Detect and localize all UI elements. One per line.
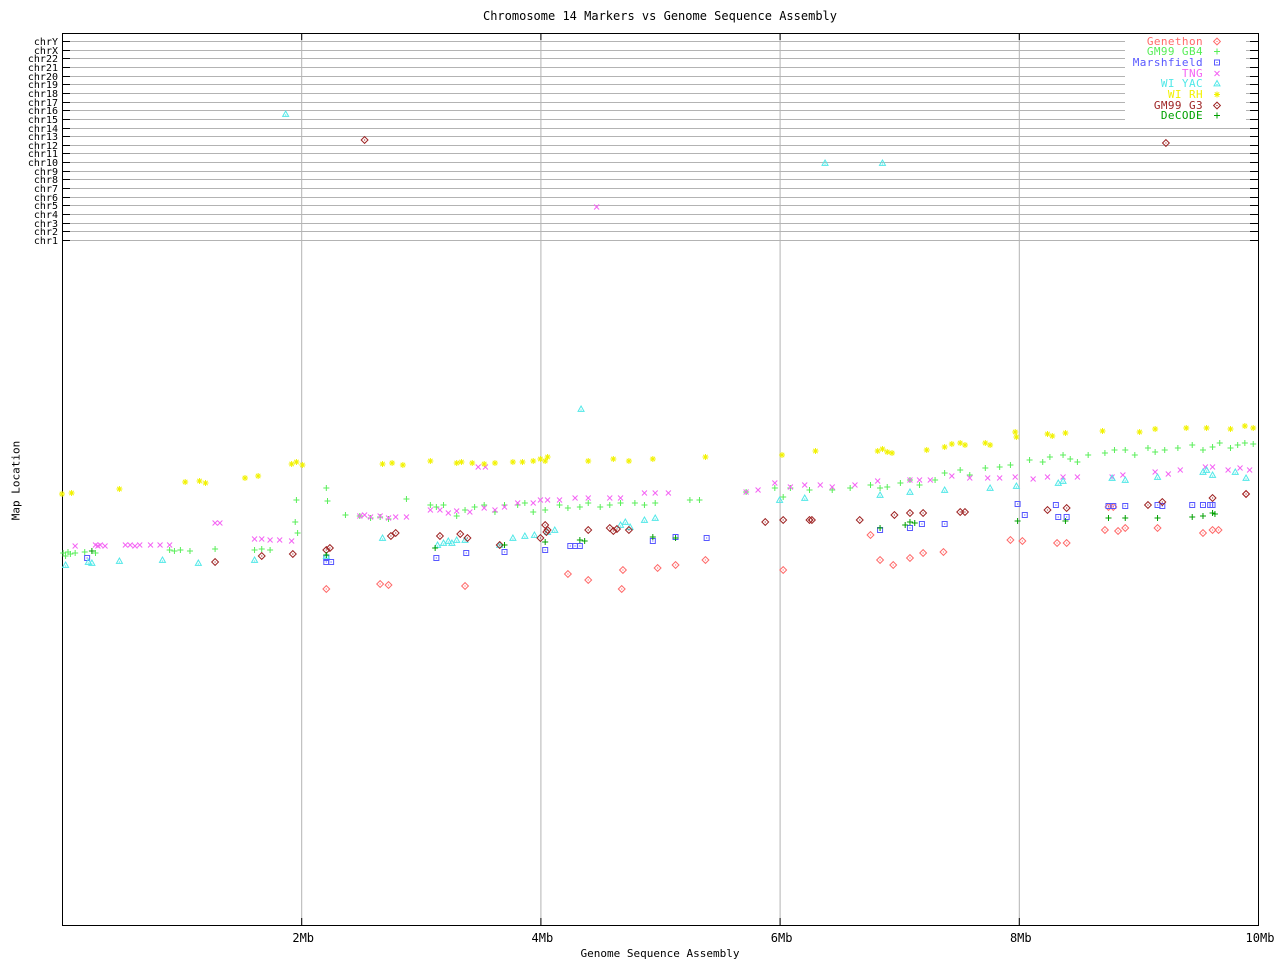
legend-entry-gm99-g3: GM99 G3 [1133, 98, 1224, 112]
legend-entry-genethon: Genethon [1133, 34, 1224, 48]
series-genethon [322, 489, 1251, 594]
x-tick-label: 4Mb [532, 931, 554, 945]
series-gm99-gb4 [60, 440, 1257, 559]
legend-label-tng: TNG [1181, 66, 1203, 80]
chromosome-label: chr1 [34, 236, 58, 247]
legend-label-gm99-gb4: GM99 GB4 [1146, 45, 1203, 59]
chromosome-label: chrY [34, 37, 58, 48]
chromosome-label: chr10 [28, 158, 58, 169]
chromosome-label: chr6 [34, 193, 58, 204]
x-tick-label: 2Mb [292, 931, 314, 945]
gridlines [301, 33, 1020, 925]
x-tick-label: 8Mb [1010, 931, 1032, 945]
chromosome-label: chr18 [28, 89, 58, 100]
legend-marker-decode-icon [1214, 112, 1220, 119]
plot-border [62, 33, 1259, 926]
legend-entry-wi-yac: WI YAC [1133, 77, 1224, 91]
legend-entry-tng: TNG [1133, 66, 1224, 80]
legend-marker-marshfield-icon [1214, 59, 1220, 66]
legend-entry-decode: DeCODE [1133, 109, 1224, 123]
x-axis-label: Genome Sequence Assembly [580, 947, 740, 960]
x-axis-ticks: 2Mb 4Mb 6Mb 8Mb 10Mb [292, 33, 1274, 945]
chromosome-label: chr17 [28, 98, 58, 109]
chromosome-label: chr9 [34, 167, 58, 178]
chromosome-label: chr20 [28, 72, 58, 83]
chromosome-label: chr15 [28, 115, 58, 126]
chromosome-label: chr12 [28, 141, 58, 152]
legend-marker-gm99-gb4-icon [1214, 48, 1220, 55]
legend-marker-tng-icon [1214, 70, 1220, 77]
chromosome-band: chrYchrXchr22chr21chr20chr19chr18chr17ch… [28, 37, 1258, 247]
legend-entry-gm99-gb4: GM99 GB4 [1133, 45, 1224, 59]
legend: Genethon GM99 GB4 Marshfield TNG WI YAC WI RH… [1124, 34, 1246, 123]
chromosome-label: chr2 [34, 227, 58, 238]
chromosome-label: chr13 [28, 132, 58, 143]
legend-marker-wi-yac-icon [1213, 79, 1221, 87]
legend-label-gm99-g3: GM99 G3 [1153, 98, 1203, 112]
legend-label-wi-rh: WI RH [1167, 88, 1203, 102]
series-wi-yac [61, 109, 1250, 568]
chromosome-label: chr3 [34, 219, 58, 230]
chromosome-label: chr4 [34, 210, 58, 221]
x-tick-label: 6Mb [771, 931, 793, 945]
chromosome-label: chr21 [28, 63, 58, 74]
chromosome-label: chr7 [34, 184, 58, 195]
chromosome-label: chr19 [28, 80, 58, 91]
y-axis-label: Map Location [9, 440, 23, 521]
chromosome-label: chr22 [28, 54, 58, 65]
series-tng [72, 204, 1253, 549]
chromosome-label: chrX [34, 46, 58, 57]
chromosome-label: chr16 [28, 106, 58, 117]
chromosome-label: chr14 [28, 124, 58, 135]
legend-marker-genethon-icon [1212, 37, 1222, 46]
x-tick-label: 10Mb [1246, 931, 1275, 945]
legend-marker-gm99-g3-icon [1212, 101, 1222, 110]
series-gm99-g3 [210, 135, 1251, 567]
chromosome-label: chr11 [28, 149, 58, 160]
legend-label-marshfield: Marshfield [1132, 56, 1203, 70]
series-marshfield [84, 501, 1216, 565]
legend-entry-wi-rh: WI RH [1133, 88, 1224, 102]
legend-label-genethon: Genethon [1146, 34, 1203, 48]
legend-entry-marshfield: Marshfield [1132, 56, 1224, 70]
chromosome-label: chr5 [34, 201, 58, 212]
chromosome-label: chr8 [34, 175, 58, 186]
series-decode [88, 510, 1218, 558]
legend-marker-wi-rh-icon [1214, 91, 1220, 98]
legend-label-decode: DeCODE [1160, 109, 1203, 123]
legend-label-wi-yac: WI YAC [1160, 77, 1203, 91]
chart-title: Chromosome 14 Markers vs Genome Sequence… [482, 9, 837, 23]
series-wi-rh [59, 423, 1257, 497]
